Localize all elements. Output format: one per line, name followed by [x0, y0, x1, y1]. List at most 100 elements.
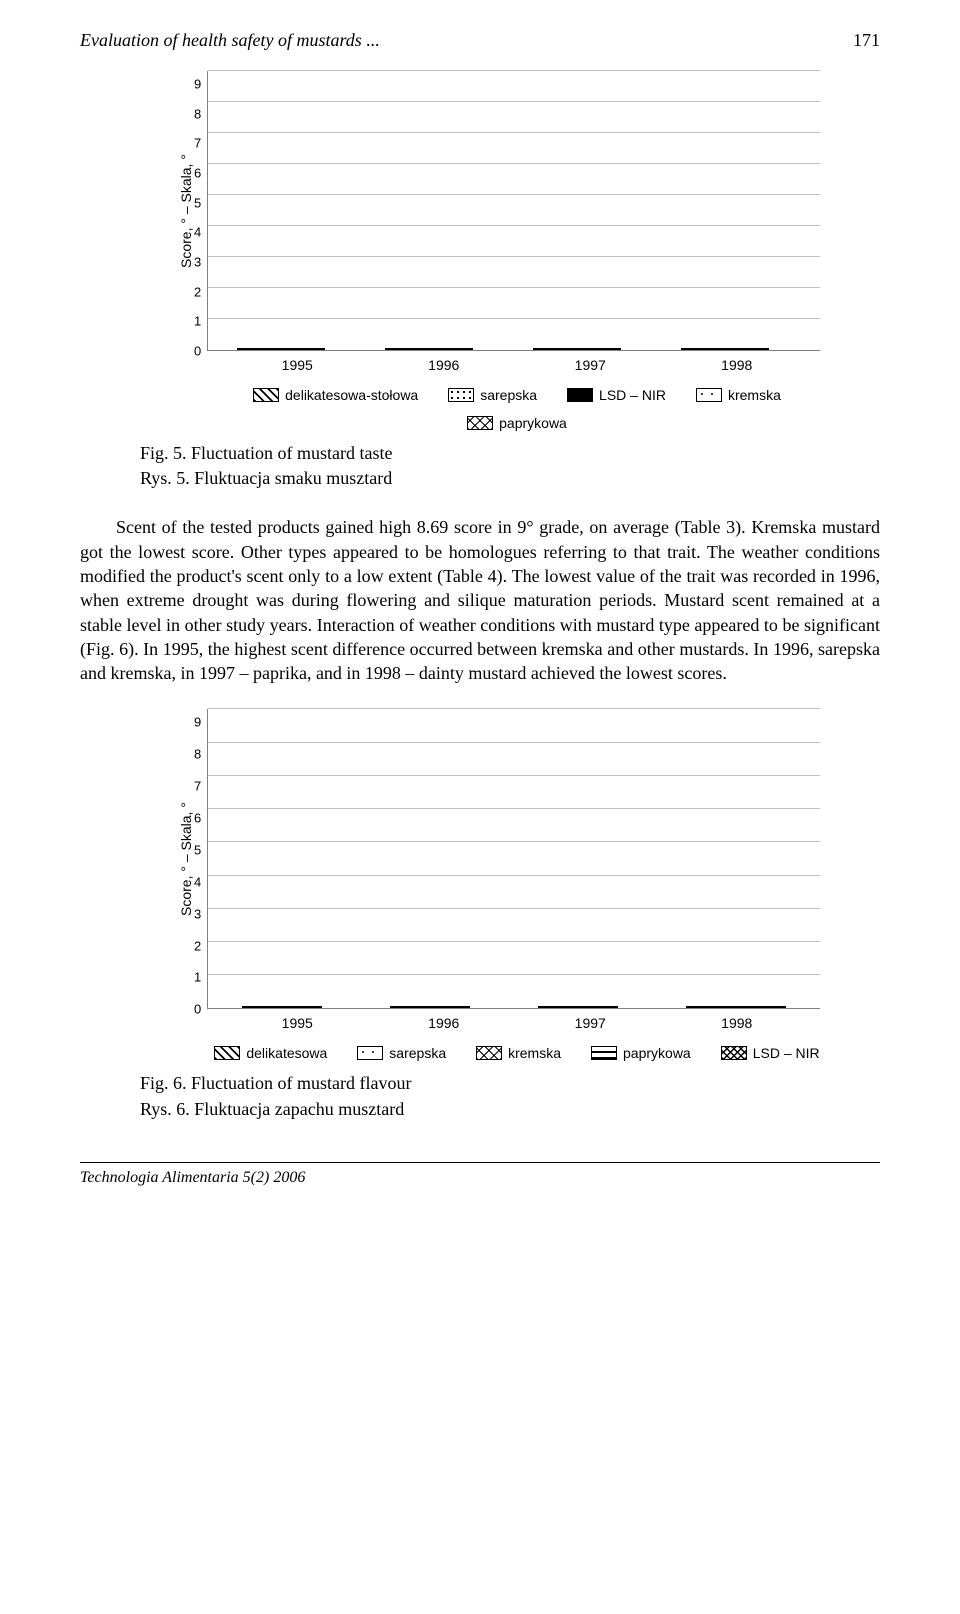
bar-paprykowa — [302, 1006, 322, 1008]
bar-delikatesowa — [681, 348, 703, 350]
y-tick: 9 — [194, 78, 201, 91]
legend-label: LSD – NIR — [599, 387, 666, 403]
y-tick: 7 — [194, 137, 201, 150]
bar-group — [390, 1006, 490, 1008]
bar-kremska — [577, 348, 599, 350]
grid-line — [208, 256, 820, 257]
bar-groups — [208, 709, 820, 1008]
bar-delikatesowa — [385, 348, 407, 350]
footer-rule — [80, 1162, 880, 1163]
grid-line — [208, 808, 820, 809]
bar-sarepska — [262, 1006, 282, 1008]
bar-sarepska — [259, 348, 281, 350]
legend-label: LSD – NIR — [753, 1045, 820, 1061]
y-tick: 6 — [194, 812, 201, 825]
bar-groups — [208, 71, 820, 350]
bar-paprykowa — [451, 348, 473, 350]
grid-line — [208, 708, 820, 709]
x-axis-labels: 1995 1996 1997 1998 — [214, 351, 820, 373]
bar-sarepska — [558, 1006, 578, 1008]
bar-kremska — [430, 1006, 450, 1008]
y-tick: 8 — [194, 107, 201, 120]
bar-kremska — [578, 1006, 598, 1008]
y-tick: 7 — [194, 780, 201, 793]
y-tick: 5 — [194, 843, 201, 856]
legend-swatch — [591, 1046, 617, 1060]
y-tick: 4 — [194, 226, 201, 239]
y-tick: 2 — [194, 285, 201, 298]
bar-sarepska — [706, 1006, 726, 1008]
y-axis-label: Score, ° – Skala, ° — [170, 71, 194, 351]
legend-item-lsd: LSD – NIR — [721, 1045, 820, 1061]
legend-swatch — [448, 388, 474, 402]
legend-swatch — [567, 388, 593, 402]
bar-paprykowa — [450, 1006, 470, 1008]
grid-line — [208, 287, 820, 288]
legend-item-delikatesowa: delikatesowa — [214, 1045, 327, 1061]
figure-6: Score, ° – Skala, ° 0123456789 199519961… — [170, 709, 820, 1061]
bar-delikatesowa — [538, 1006, 558, 1008]
x-tick: 1998 — [721, 1015, 752, 1031]
grid-line — [208, 70, 820, 71]
grid-line — [208, 132, 820, 133]
legend-swatch — [467, 416, 493, 430]
y-ticks: 0123456789 — [194, 709, 207, 1009]
legend-item-sarepska: sarepska — [448, 387, 537, 403]
bar-delikatesowa — [242, 1006, 262, 1008]
x-tick: 1995 — [282, 1015, 313, 1031]
x-tick: 1998 — [721, 357, 752, 373]
bar-group — [538, 1006, 638, 1008]
y-tick: 0 — [194, 344, 201, 357]
chart-taste: Score, ° – Skala, ° 0123456789 — [170, 71, 820, 351]
grid-line — [208, 318, 820, 319]
grid-line — [208, 742, 820, 743]
grid-line — [208, 841, 820, 842]
legend-swatch — [253, 388, 279, 402]
bar-kremska — [429, 348, 451, 350]
legend-swatch — [696, 388, 722, 402]
legend-label: delikatesowa-stołowa — [285, 387, 418, 403]
x-tick: 1996 — [428, 357, 459, 373]
figure-5: Score, ° – Skala, ° 0123456789 199519961… — [170, 71, 820, 431]
legend-item-paprykowa: paprykowa — [591, 1045, 691, 1061]
page-number: 171 — [853, 30, 880, 51]
bar-delikatesowa — [237, 348, 259, 350]
bar-group — [681, 348, 791, 350]
figure-5-caption: Fig. 5. Fluctuation of mustard taste Rys… — [140, 441, 880, 491]
legend-swatch — [214, 1046, 240, 1060]
legend-item-delikatesowa: delikatesowa-stołowa — [253, 387, 418, 403]
y-tick: 0 — [194, 1003, 201, 1016]
chart-flavour: Score, ° – Skala, ° 0123456789 — [170, 709, 820, 1009]
x-tick: 1996 — [428, 1015, 459, 1031]
bar-paprykowa — [599, 348, 621, 350]
bar-sarepska — [703, 348, 725, 350]
legend-label: sarepska — [389, 1045, 446, 1061]
legend: delikatesowasarepskakremskapaprykowaLSD … — [214, 1045, 820, 1061]
fig6-en: Fig. 6. Fluctuation of mustard flavour — [140, 1073, 411, 1093]
x-tick: 1997 — [575, 357, 606, 373]
bar-group — [533, 348, 643, 350]
bar-paprykowa — [747, 348, 769, 350]
bar-group — [242, 1006, 342, 1008]
y-tick: 1 — [194, 971, 201, 984]
fig6-pl: Rys. 6. Fluktuacja zapachu musztard — [140, 1099, 404, 1119]
bar-group — [237, 348, 347, 350]
bar-kremska — [725, 348, 747, 350]
grid-line — [208, 775, 820, 776]
bar-paprykowa — [303, 348, 325, 350]
y-tick: 5 — [194, 196, 201, 209]
legend-item-sarepska: sarepska — [357, 1045, 446, 1061]
y-tick: 9 — [194, 716, 201, 729]
legend-swatch — [721, 1046, 747, 1060]
fig5-pl: Rys. 5. Fluktuacja smaku musztard — [140, 468, 392, 488]
legend: delikatesowa-stołowasarepskaLSD – NIRkre… — [214, 387, 820, 431]
legend-swatch — [476, 1046, 502, 1060]
figure-6-caption: Fig. 6. Fluctuation of mustard flavour R… — [140, 1071, 880, 1121]
bar-kremska — [726, 1006, 746, 1008]
grid-line — [208, 163, 820, 164]
legend-label: sarepska — [480, 387, 537, 403]
y-tick: 6 — [194, 166, 201, 179]
running-header: Evaluation of health safety of mustards … — [80, 30, 880, 51]
x-tick: 1995 — [282, 357, 313, 373]
legend-label: paprykowa — [499, 415, 567, 431]
